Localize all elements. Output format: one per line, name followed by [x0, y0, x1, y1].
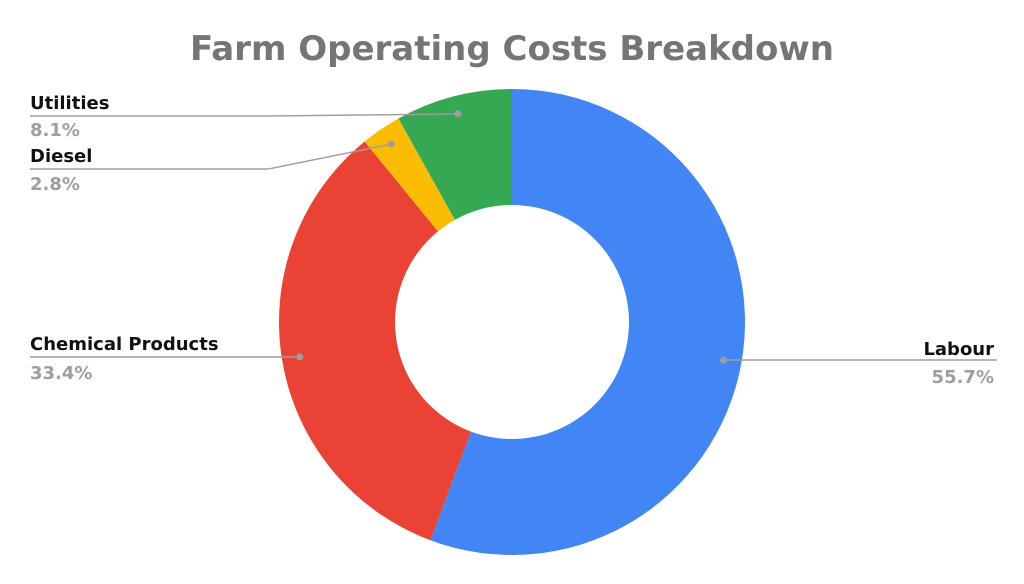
chart-title: Farm Operating Costs Breakdown — [190, 29, 834, 69]
label-name-labour: Labour — [923, 339, 994, 360]
donut-slices — [279, 89, 746, 555]
slice-chemical-products — [279, 141, 471, 541]
label-name-chemical-products: Chemical Products — [30, 334, 219, 355]
label-name-utilities: Utilities — [30, 93, 109, 114]
slice-diesel — [364, 118, 455, 232]
leader-dot-utilities — [454, 110, 462, 118]
leader-dot-chemical-products — [296, 353, 304, 361]
slice-utilities — [398, 89, 512, 220]
label-percent-labour: 55.7% — [932, 367, 994, 388]
label-percent-diesel: 2.8% — [30, 174, 80, 195]
leader-line-diesel — [30, 143, 392, 170]
label-name-diesel: Diesel — [30, 146, 92, 167]
slice-labour — [430, 89, 746, 555]
leader-line-utilities — [30, 113, 458, 117]
label-percent-chemical-products: 33.4% — [30, 363, 92, 384]
leader-dot-diesel — [387, 140, 395, 148]
leader-dot-labour — [720, 356, 728, 364]
slice-labels: Labour 55.7% Chemical Products 33.4% Diesel 2… — [30, 93, 997, 388]
label-percent-utilities: 8.1% — [30, 120, 80, 141]
